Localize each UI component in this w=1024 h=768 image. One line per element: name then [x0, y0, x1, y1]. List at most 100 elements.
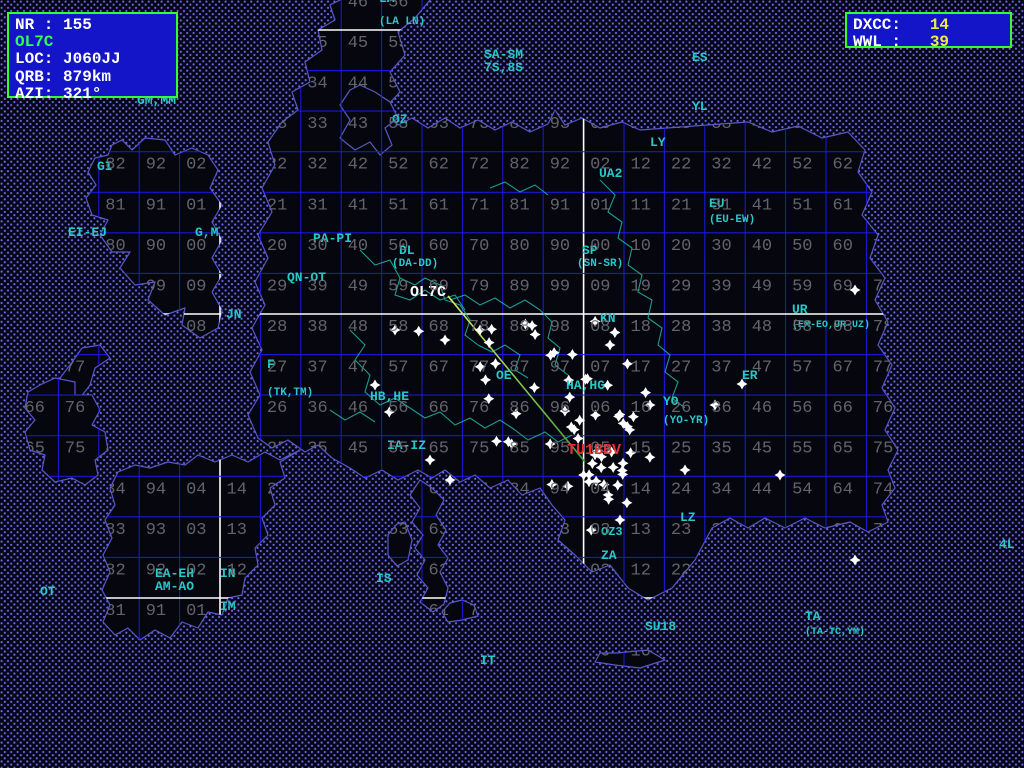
- svg-text:22: 22: [671, 156, 691, 175]
- svg-text:34: 34: [711, 480, 731, 499]
- svg-text:82: 82: [509, 156, 529, 175]
- svg-text:30: 30: [307, 237, 327, 256]
- svg-text:(SN-SR): (SN-SR): [577, 258, 623, 270]
- svg-text:94: 94: [550, 480, 570, 499]
- svg-text:41: 41: [348, 196, 368, 215]
- svg-text:15: 15: [631, 440, 651, 459]
- svg-text:01: 01: [186, 196, 206, 215]
- svg-text:17: 17: [631, 359, 651, 378]
- svg-text:33: 33: [307, 115, 327, 134]
- svg-text:04: 04: [590, 480, 610, 499]
- svg-text:86: 86: [509, 399, 529, 418]
- svg-text:81: 81: [105, 196, 125, 215]
- svg-text:00: 00: [186, 237, 206, 256]
- svg-text:46: 46: [752, 399, 772, 418]
- svg-text:58: 58: [792, 318, 812, 337]
- svg-text:50: 50: [388, 237, 408, 256]
- svg-text:IM: IM: [220, 599, 236, 614]
- svg-text:39: 39: [307, 278, 327, 297]
- svg-text:37: 37: [307, 359, 327, 378]
- svg-text:98: 98: [550, 318, 570, 337]
- svg-text:91: 91: [146, 196, 166, 215]
- svg-text:97: 97: [550, 359, 570, 378]
- svg-text:94: 94: [146, 480, 166, 499]
- svg-text:71: 71: [469, 196, 489, 215]
- svg-text:50: 50: [792, 237, 812, 256]
- svg-text:(TK,TM): (TK,TM): [267, 387, 313, 399]
- svg-text:42: 42: [348, 156, 368, 175]
- svg-text:55: 55: [792, 440, 812, 459]
- svg-text:14: 14: [227, 480, 247, 499]
- svg-text:66: 66: [429, 399, 449, 418]
- svg-text:60: 60: [833, 237, 853, 256]
- svg-text:02: 02: [186, 156, 206, 175]
- svg-text:82: 82: [105, 156, 125, 175]
- svg-text:25: 25: [671, 440, 691, 459]
- svg-text:51: 51: [388, 196, 408, 215]
- svg-text:01: 01: [590, 196, 610, 215]
- svg-text:92: 92: [550, 156, 570, 175]
- svg-text:48: 48: [752, 318, 772, 337]
- svg-text:13: 13: [227, 521, 247, 540]
- svg-text:12: 12: [227, 561, 247, 580]
- svg-text:93: 93: [146, 521, 166, 540]
- svg-text:(LA LN): (LA LN): [379, 16, 425, 28]
- svg-text:65: 65: [429, 440, 449, 459]
- svg-text:59: 59: [792, 278, 812, 297]
- svg-text:OT: OT: [40, 584, 56, 599]
- svg-text:67: 67: [429, 359, 449, 378]
- svg-text:03: 03: [186, 521, 206, 540]
- svg-text:64: 64: [833, 480, 853, 499]
- svg-text:32: 32: [711, 156, 731, 175]
- svg-text:21: 21: [671, 196, 691, 215]
- svg-text:70: 70: [469, 237, 489, 256]
- svg-text:YL: YL: [692, 99, 708, 114]
- svg-text:08: 08: [590, 318, 610, 337]
- svg-text:92: 92: [146, 156, 166, 175]
- svg-text:03: 03: [590, 521, 610, 540]
- svg-text:52: 52: [792, 156, 812, 175]
- svg-text:47: 47: [752, 359, 772, 378]
- svg-text:44: 44: [752, 480, 772, 499]
- svg-text:76: 76: [65, 399, 85, 418]
- svg-text:27: 27: [671, 359, 691, 378]
- svg-text:IS: IS: [376, 571, 392, 586]
- svg-text:32: 32: [307, 156, 327, 175]
- svg-text:76: 76: [873, 399, 893, 418]
- svg-text:04: 04: [186, 480, 206, 499]
- svg-text:75: 75: [65, 440, 85, 459]
- svg-text:79: 79: [469, 278, 489, 297]
- svg-text:46: 46: [348, 399, 368, 418]
- svg-text:01: 01: [186, 602, 206, 621]
- svg-text:62: 62: [833, 156, 853, 175]
- svg-text:49: 49: [752, 278, 772, 297]
- svg-text:37: 37: [711, 359, 731, 378]
- svg-text:78: 78: [469, 318, 489, 337]
- svg-text:62: 62: [429, 156, 449, 175]
- svg-text:36: 36: [307, 399, 327, 418]
- svg-text:68: 68: [429, 318, 449, 337]
- svg-text:18: 18: [631, 318, 651, 337]
- svg-text:57: 57: [792, 359, 812, 378]
- svg-text:13: 13: [631, 521, 651, 540]
- svg-text:87: 87: [509, 359, 529, 378]
- svg-text:40: 40: [752, 237, 772, 256]
- svg-text:80: 80: [509, 237, 529, 256]
- svg-text:85: 85: [509, 440, 529, 459]
- svg-text:02: 02: [186, 561, 206, 580]
- svg-text:81: 81: [509, 196, 529, 215]
- svg-text:35: 35: [711, 440, 731, 459]
- svg-text:14: 14: [631, 480, 651, 499]
- svg-text:20: 20: [267, 237, 287, 256]
- svg-text:06: 06: [590, 399, 610, 418]
- svg-text:89: 89: [509, 278, 529, 297]
- svg-text:UR: UR: [792, 302, 808, 317]
- svg-text:34: 34: [307, 75, 327, 94]
- svg-text:29: 29: [267, 278, 287, 297]
- svg-text:75: 75: [469, 440, 489, 459]
- svg-text:27: 27: [267, 359, 287, 378]
- svg-text:95: 95: [550, 440, 570, 459]
- svg-text:45: 45: [348, 440, 368, 459]
- svg-text:44: 44: [348, 75, 368, 94]
- svg-text:28: 28: [267, 318, 287, 337]
